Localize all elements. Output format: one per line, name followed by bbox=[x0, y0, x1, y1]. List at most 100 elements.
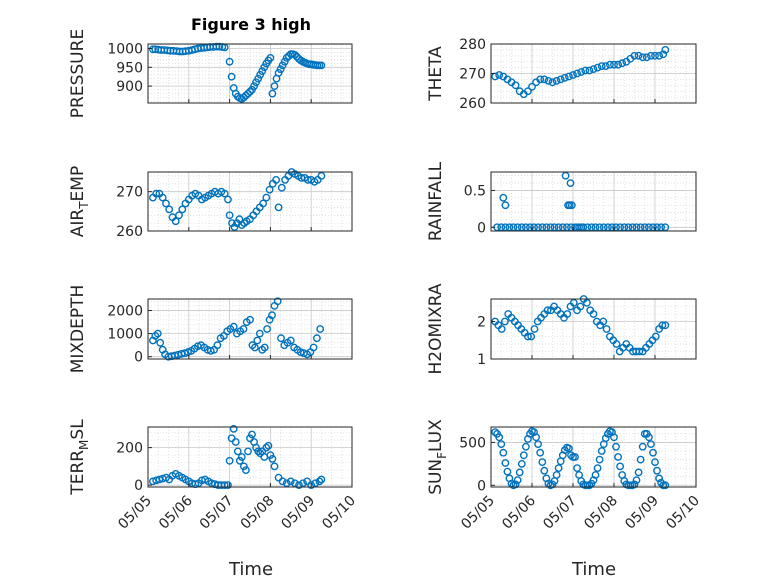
y-tick-label: 270 bbox=[459, 67, 486, 83]
data-point bbox=[311, 479, 320, 488]
subplot-2: 260 270 280 THETA bbox=[426, 37, 697, 112]
data-point bbox=[653, 466, 661, 475]
data-point bbox=[225, 456, 234, 465]
data-point bbox=[158, 193, 167, 202]
data-point bbox=[632, 476, 641, 484]
data-point bbox=[651, 332, 660, 341]
data-point bbox=[258, 67, 267, 76]
data-point bbox=[540, 75, 549, 84]
data-point bbox=[268, 89, 277, 98]
y-tick-label: 280 bbox=[459, 37, 486, 53]
data-point bbox=[255, 329, 264, 338]
data-point bbox=[597, 62, 606, 70]
data-point bbox=[655, 474, 663, 483]
data-point bbox=[277, 334, 285, 343]
data-point bbox=[661, 46, 670, 54]
y-axis-label: RAINFALL bbox=[426, 161, 446, 241]
data-point bbox=[606, 60, 614, 69]
data-point bbox=[602, 325, 611, 333]
data-point bbox=[250, 343, 259, 352]
data-point bbox=[589, 65, 598, 74]
data-point bbox=[277, 183, 286, 192]
data-point bbox=[532, 433, 540, 442]
data-point bbox=[583, 298, 591, 307]
data-point bbox=[635, 347, 644, 356]
data-point bbox=[312, 334, 321, 343]
data-point bbox=[661, 321, 670, 330]
data-point bbox=[309, 343, 318, 352]
data-point bbox=[630, 51, 639, 60]
data-point bbox=[260, 343, 269, 352]
data-point bbox=[165, 205, 174, 214]
data-point bbox=[241, 466, 250, 474]
data-point bbox=[554, 464, 563, 472]
data-point bbox=[254, 74, 263, 83]
data-point bbox=[259, 199, 267, 208]
data-point bbox=[552, 471, 561, 479]
data-point bbox=[206, 346, 215, 355]
data-point bbox=[544, 77, 553, 85]
axes-box bbox=[147, 426, 353, 488]
data-point bbox=[162, 199, 170, 208]
y-tick-label: 260 bbox=[116, 224, 143, 240]
y-tick-label: 1000 bbox=[107, 42, 143, 58]
data-point bbox=[317, 171, 326, 180]
data-point bbox=[610, 433, 618, 442]
data-point bbox=[153, 329, 162, 338]
data-point bbox=[230, 223, 239, 232]
data-point bbox=[536, 448, 545, 457]
data-point bbox=[576, 302, 585, 311]
data-point bbox=[563, 310, 572, 318]
data-point bbox=[239, 93, 248, 102]
data-point bbox=[599, 317, 608, 326]
subplot-1: 900 950 1000 PRESSURE bbox=[68, 29, 353, 118]
y-tick-label: 200 bbox=[116, 441, 143, 457]
data-point bbox=[497, 440, 506, 448]
data-point bbox=[569, 71, 577, 79]
data-point bbox=[171, 217, 180, 226]
data-point bbox=[239, 325, 248, 333]
data-point bbox=[263, 325, 271, 333]
y-axis-label: MIXDEPTH bbox=[68, 285, 88, 374]
data-point bbox=[220, 481, 229, 489]
data-point bbox=[601, 434, 610, 442]
data-point bbox=[661, 481, 670, 490]
x-tick-label: 05/09 bbox=[278, 493, 318, 533]
data-point bbox=[597, 447, 606, 455]
data-point bbox=[264, 441, 273, 450]
y-tick-label: 900 bbox=[116, 79, 143, 95]
data-point bbox=[282, 54, 291, 62]
data-point bbox=[548, 78, 557, 87]
subplot-8: 0 500 05/05 05/06 05/07 05/08 05/09 05/10 SUNFLU… bbox=[426, 419, 703, 533]
y-tick-label: 950 bbox=[116, 60, 143, 76]
x-tick-label: 05/05 bbox=[115, 493, 155, 533]
data-point bbox=[317, 475, 326, 484]
data-point bbox=[601, 62, 610, 70]
data-point bbox=[651, 458, 659, 466]
data-point bbox=[276, 65, 285, 74]
data-point bbox=[647, 51, 655, 60]
x-tick-label: 05/09 bbox=[622, 493, 662, 533]
data-point bbox=[573, 69, 581, 78]
data-point bbox=[543, 306, 552, 315]
data-point bbox=[307, 481, 316, 489]
data-point bbox=[593, 464, 602, 472]
data-point bbox=[266, 451, 275, 459]
data-point bbox=[268, 311, 276, 320]
data-point bbox=[517, 459, 526, 468]
data-point bbox=[577, 68, 586, 76]
data-point bbox=[612, 442, 620, 451]
data-point bbox=[522, 442, 530, 451]
subplot-5: 0 1000 2000 MIXDEPTH bbox=[68, 285, 353, 374]
y-tick-label: 1000 bbox=[107, 327, 143, 343]
y-tick-label: 0 bbox=[477, 478, 486, 494]
y-tick-label: 500 bbox=[459, 435, 486, 451]
data-point bbox=[636, 455, 645, 464]
data-point bbox=[280, 57, 289, 66]
data-point bbox=[229, 322, 238, 331]
data-point bbox=[645, 433, 653, 442]
data-point bbox=[534, 440, 542, 448]
data-point bbox=[571, 453, 579, 461]
data-point bbox=[497, 325, 506, 333]
axes-box bbox=[490, 171, 697, 232]
